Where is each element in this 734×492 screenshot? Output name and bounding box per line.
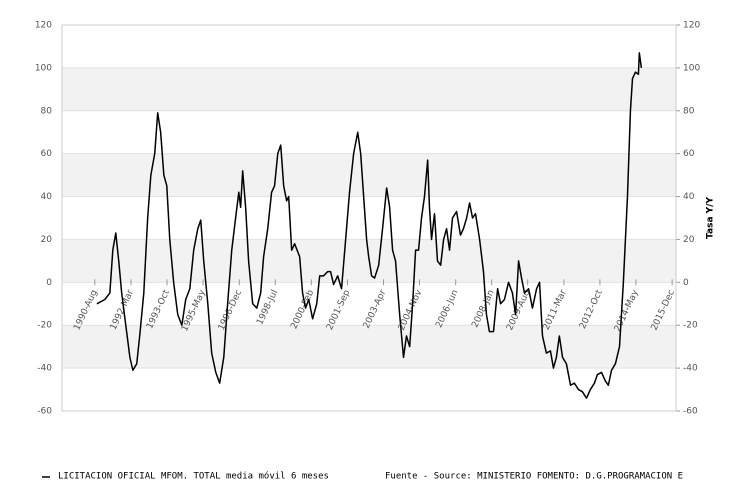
x-tick-label: 2012-Oct: [578, 288, 605, 331]
legend-label: LICITACION OFICIAL MFOM. TOTAL media móv…: [58, 471, 329, 482]
y-tick-label: -20: [37, 321, 52, 331]
y-tick-label: 80: [41, 106, 53, 116]
grid-band: [62, 325, 676, 369]
x-tick-label: 2006-Jun: [434, 288, 460, 329]
y2-tick-label: 20: [683, 235, 695, 245]
y2-axis-label: Tasa Y/Y: [706, 197, 716, 239]
y2-tick-label: -40: [683, 364, 698, 374]
y2-tick-label: 0: [683, 278, 689, 288]
grid-band: [62, 67, 676, 111]
y2-tick-label: -20: [683, 321, 698, 331]
y2-tick-label: 60: [683, 149, 695, 159]
y2-tick-label: 100: [683, 63, 700, 73]
x-tick-label: 1993-Oct: [145, 288, 172, 331]
y-tick-label: 0: [46, 278, 52, 288]
y-tick-label: 60: [41, 149, 53, 159]
y2-tick-label: 40: [683, 192, 695, 202]
y-tick-label: 40: [41, 192, 53, 202]
y-tick-label: -60: [37, 407, 52, 417]
source-note: Fuente - Source: MINISTERIO FOMENTO: D.G…: [385, 472, 683, 482]
y-tick-label: 100: [35, 63, 52, 73]
y-tick-label: 20: [41, 235, 53, 245]
x-tick-label: 1998-Jul: [255, 288, 280, 326]
y2-tick-label: 120: [683, 21, 700, 31]
y2-tick-label: -60: [683, 407, 698, 417]
x-tick-label: 2008-Jan: [470, 288, 496, 329]
series-line: [96, 52, 643, 399]
y-tick-label: 120: [35, 21, 52, 31]
y2-tick-label: 80: [683, 106, 695, 116]
y-tick-label: -40: [37, 364, 52, 374]
x-tick-label: 2003-Apr: [362, 288, 389, 330]
plot-frame: [61, 24, 677, 412]
